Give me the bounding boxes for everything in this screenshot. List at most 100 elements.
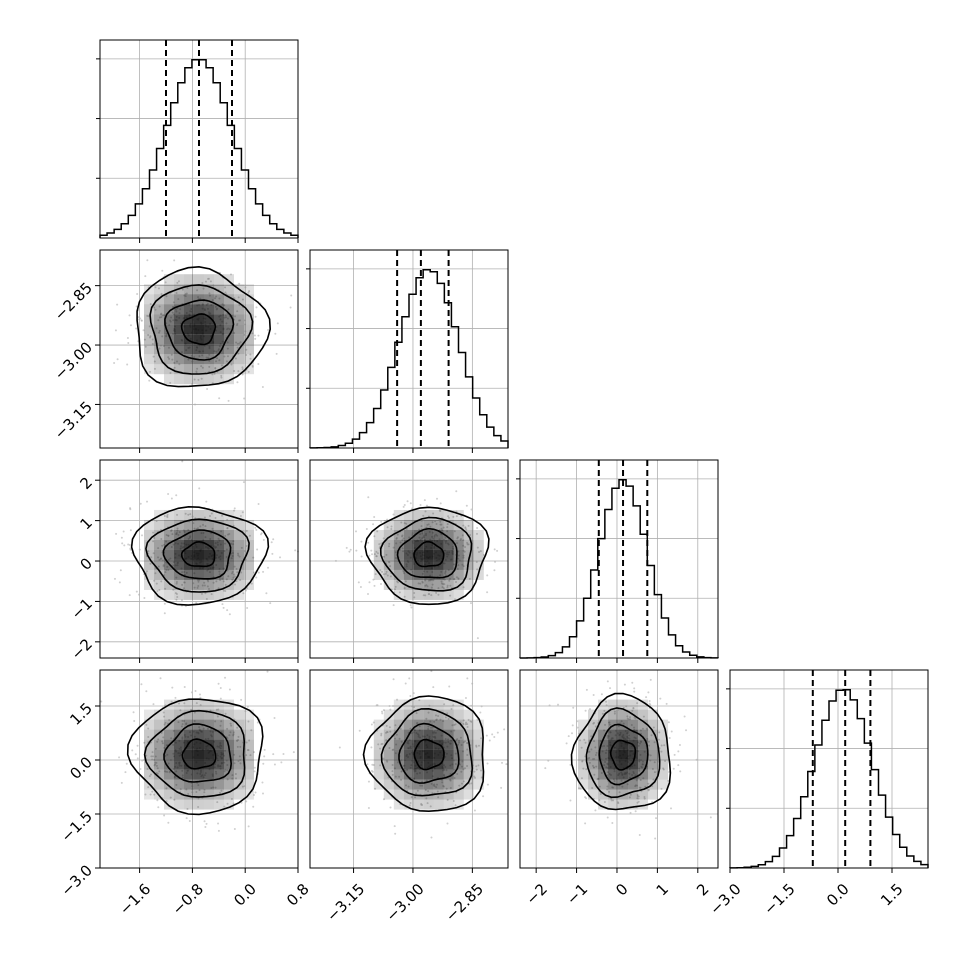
density-cell: [194, 529, 204, 540]
y-tick-label: 1.5: [66, 699, 96, 729]
density-cell: [244, 364, 254, 375]
sample-point: [231, 774, 234, 777]
sample-point: [376, 552, 379, 555]
sample-point: [334, 559, 337, 562]
sample-point: [181, 460, 184, 463]
density-cell: [608, 799, 619, 810]
density-cell: [628, 729, 639, 740]
density-cell: [154, 354, 164, 365]
density-cell: [234, 509, 244, 520]
sample-point: [626, 783, 629, 786]
sample-point: [205, 356, 208, 359]
sample-point: [426, 585, 429, 588]
density-cell: [184, 529, 194, 540]
sample-point: [430, 594, 433, 597]
sample-point: [644, 785, 647, 788]
density-cell: [578, 719, 589, 730]
density-cell: [184, 539, 194, 550]
density-cell: [214, 589, 224, 600]
sample-point: [220, 374, 223, 377]
sample-point: [585, 768, 588, 771]
sample-point: [458, 739, 461, 742]
density-cell: [164, 334, 174, 345]
density-cell: [214, 509, 224, 520]
density-cell: [184, 284, 194, 295]
sample-point: [605, 704, 608, 707]
density-cell: [463, 549, 474, 560]
density-cell: [194, 519, 204, 530]
sample-point: [228, 688, 231, 691]
density-cell: [373, 559, 384, 570]
sample-point: [629, 811, 632, 814]
density-cell: [214, 284, 224, 295]
density-cell: [244, 779, 254, 790]
sample-point: [128, 543, 131, 546]
sample-point: [262, 538, 265, 541]
x-tick-label: −3.0: [706, 880, 744, 918]
sample-point: [394, 832, 397, 835]
sample-point: [219, 724, 222, 727]
density-cell: [234, 559, 244, 570]
density-cell: [224, 374, 234, 385]
density-cell: [618, 759, 629, 770]
density-cell: [403, 719, 414, 730]
sample-point: [232, 802, 235, 805]
sample-point: [236, 571, 239, 574]
density-cell: [453, 509, 464, 520]
sample-point: [231, 570, 234, 573]
density-cell: [393, 559, 404, 570]
sample-point: [613, 710, 616, 713]
sample-point: [193, 378, 196, 381]
sample-point: [455, 490, 458, 493]
density-cell: [598, 699, 609, 710]
sample-point: [359, 585, 362, 588]
sample-point: [380, 520, 383, 523]
sample-point: [164, 571, 167, 574]
sample-point: [597, 777, 600, 780]
sample-point: [432, 512, 435, 515]
y-tick-label: 1: [77, 514, 96, 533]
sample-point: [595, 765, 598, 768]
sample-point: [155, 327, 158, 330]
sample-point: [147, 333, 150, 336]
density-cell: [413, 779, 424, 790]
sample-point: [593, 740, 596, 743]
density-cell: [638, 799, 649, 810]
density-cell: [473, 559, 484, 570]
sample-point: [239, 579, 242, 582]
sample-point: [141, 759, 144, 762]
sample-point: [191, 383, 194, 386]
sample-point: [135, 590, 138, 593]
sample-point: [168, 357, 171, 360]
sample-point: [482, 553, 485, 556]
sample-point: [199, 525, 202, 528]
density-cell: [144, 364, 154, 375]
sample-point: [175, 598, 178, 601]
density-cell: [648, 719, 659, 730]
sample-point: [636, 797, 639, 800]
sample-point: [449, 584, 452, 587]
sample-point: [214, 720, 217, 723]
sample-point: [411, 570, 414, 573]
sample-point: [163, 515, 166, 518]
sample-point: [380, 732, 383, 735]
sample-point: [173, 366, 176, 369]
density-cell: [244, 519, 254, 530]
sample-point: [446, 530, 449, 533]
density-cell: [144, 789, 154, 800]
sample-point: [405, 527, 408, 530]
sample-point: [576, 720, 579, 723]
contour-line: [380, 707, 474, 797]
density-cell: [608, 789, 619, 800]
sample-point: [153, 360, 156, 363]
sample-point: [262, 792, 265, 795]
sample-point: [403, 503, 406, 506]
density-cell: [154, 589, 164, 600]
density-cell: [184, 569, 194, 580]
density-cell: [638, 739, 649, 750]
sample-point: [147, 736, 150, 739]
sample-point: [227, 399, 230, 402]
sample-point: [153, 306, 156, 309]
sample-point: [175, 582, 178, 585]
sample-point: [136, 293, 139, 296]
